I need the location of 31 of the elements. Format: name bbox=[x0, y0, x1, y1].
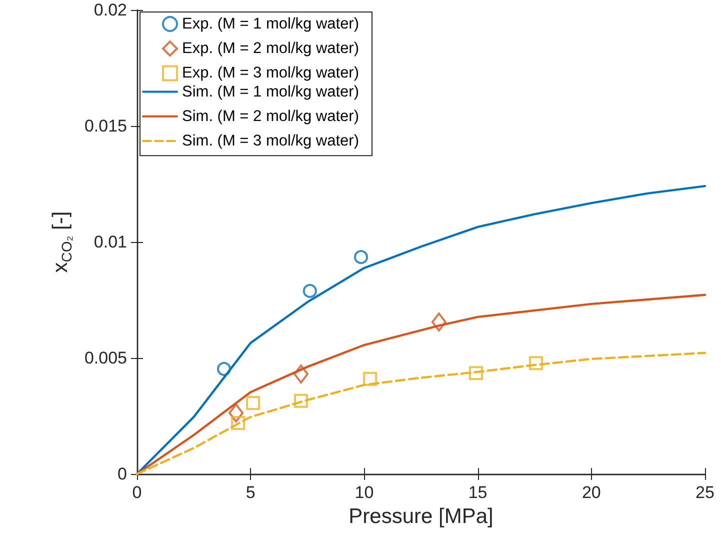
point bbox=[528, 356, 543, 370]
y-tick-label: 0.02 bbox=[94, 0, 127, 20]
legend-label: Exp. (M = 2 mol/kg water) bbox=[182, 40, 360, 58]
legend-label: Exp. (M = 3 mol/kg water) bbox=[182, 64, 360, 82]
x-tick-label: 0 bbox=[132, 483, 142, 502]
y-tick-label: 0.01 bbox=[94, 232, 127, 252]
point bbox=[294, 364, 309, 384]
point bbox=[302, 284, 317, 298]
point bbox=[228, 403, 244, 422]
x-axis-title: Pressure [MPa] bbox=[348, 505, 494, 528]
x-tick-label: 15 bbox=[468, 483, 488, 502]
legend-label: Sim. (M = 3 mol/kg water) bbox=[182, 132, 359, 150]
point bbox=[431, 312, 446, 332]
point bbox=[354, 250, 368, 264]
y-tick-label: 0.005 bbox=[84, 348, 127, 368]
point bbox=[246, 396, 260, 410]
point bbox=[294, 394, 308, 408]
y-axis-title: xCO₂ [-] bbox=[49, 211, 75, 273]
x-tick-label: 20 bbox=[582, 483, 601, 502]
point bbox=[468, 366, 483, 380]
x-tick-label: 25 bbox=[696, 483, 714, 502]
legend-label: Sim. (M = 2 mol/kg water) bbox=[182, 108, 359, 125]
legend-label: Exp. (M = 1 mol/kg water) bbox=[182, 16, 360, 32]
point bbox=[363, 372, 378, 386]
x-tick-label: 10 bbox=[354, 483, 374, 502]
x-tick-label: 5 bbox=[246, 483, 256, 502]
legend-label: Sim. (M = 1 mol/kg water) bbox=[182, 83, 359, 100]
point bbox=[231, 416, 246, 430]
y-tick-label: 0 bbox=[118, 464, 127, 484]
point bbox=[217, 362, 232, 376]
y-tick-label: 0.015 bbox=[84, 116, 127, 136]
